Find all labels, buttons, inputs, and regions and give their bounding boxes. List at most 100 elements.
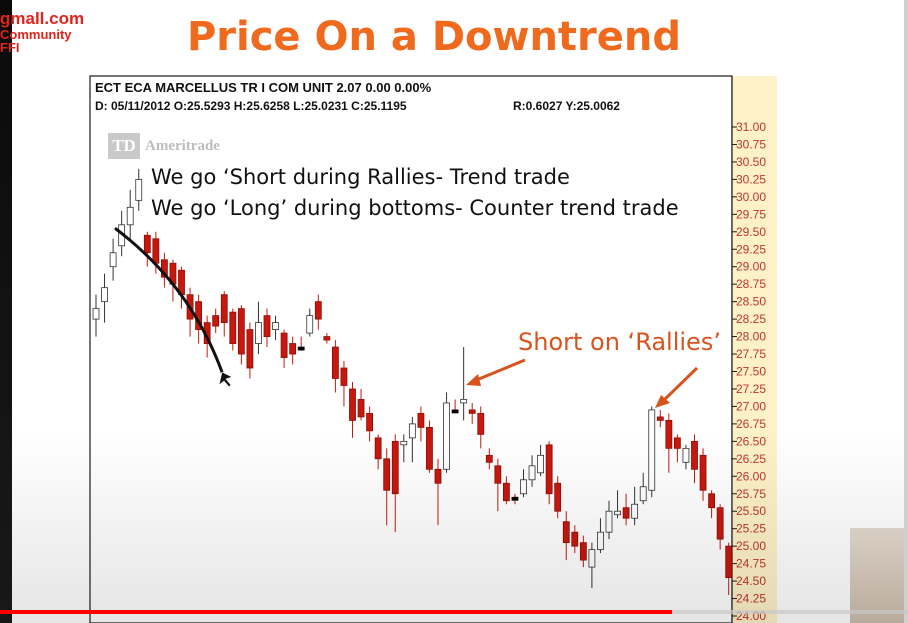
- candle: [314, 294, 322, 330]
- candle-body: [374, 437, 382, 460]
- watermark-line-2: Community: [0, 26, 72, 42]
- candle-body: [485, 454, 493, 463]
- candle: [716, 504, 724, 550]
- candle-body: [708, 493, 715, 509]
- candle-body: [306, 315, 314, 334]
- candle-body: [468, 409, 476, 414]
- candle: [656, 409, 664, 428]
- candle-body: [408, 423, 416, 439]
- candle-body: [502, 482, 510, 502]
- candle: [255, 301, 262, 355]
- y-tick-label: 26.75: [736, 417, 766, 431]
- candle: [331, 340, 339, 393]
- candle: [143, 231, 151, 267]
- candle-body: [588, 549, 596, 568]
- candle-body: [528, 465, 536, 481]
- candle-body: [597, 531, 604, 551]
- candle: [631, 486, 639, 526]
- candle: [648, 406, 656, 498]
- candle: [443, 392, 450, 473]
- candle: [639, 472, 647, 505]
- candle: [699, 448, 707, 501]
- candle-body: [417, 413, 425, 428]
- candle-body: [323, 336, 331, 341]
- candle-body: [289, 343, 297, 355]
- td-logo-icon: [108, 133, 140, 159]
- candle: [485, 448, 493, 470]
- candle: [605, 500, 613, 540]
- candle: [237, 305, 245, 365]
- candle: [101, 273, 108, 323]
- downtrend-sketch-line: [114, 227, 224, 374]
- candle-body: [511, 496, 519, 501]
- y-tick-label: 29.25: [736, 242, 766, 256]
- candle-body: [246, 329, 254, 369]
- candle: [460, 347, 468, 421]
- candle: [229, 308, 237, 351]
- candle-body: [622, 507, 630, 519]
- candle: [725, 542, 733, 596]
- candle: [528, 455, 536, 487]
- candle-body: [554, 482, 562, 512]
- candle: [674, 434, 681, 463]
- y-tick-label: 31.00: [736, 120, 766, 134]
- candle-body: [212, 315, 220, 327]
- chart-header-ohlc: D: 05/11/2012 O:25.5293 H:25.6258 L:25.0…: [95, 99, 407, 113]
- candle-body: [237, 308, 245, 355]
- candle-body: [639, 486, 647, 502]
- candle-body: [443, 402, 450, 470]
- candle: [297, 336, 305, 351]
- y-tick-label: 27.25: [736, 382, 766, 396]
- candle-body: [340, 367, 348, 386]
- candle-body: [229, 311, 237, 344]
- candle-body: [682, 447, 690, 463]
- channel-watermark: gmall.com Community FFI: [0, 10, 84, 55]
- y-tick-label: 27.50: [736, 365, 766, 379]
- candle: [340, 361, 348, 407]
- y-tick-label: 28.50: [736, 295, 766, 309]
- note-line-2: We go ‘Long’ during bottoms- Counter tre…: [151, 196, 679, 220]
- candle: [588, 542, 596, 589]
- y-tick-label: 25.25: [736, 522, 766, 536]
- candle-body: [135, 178, 143, 201]
- y-tick-label: 29.75: [736, 207, 766, 221]
- candle: [306, 308, 314, 337]
- candle: [366, 406, 374, 442]
- candle: [597, 518, 604, 554]
- y-tick-label: 25.75: [736, 487, 766, 501]
- callout-arrows: [466, 358, 699, 408]
- candle: [562, 511, 570, 561]
- candle-body: [562, 521, 570, 544]
- candle-body: [545, 444, 553, 495]
- video-progress-bar[interactable]: [0, 610, 908, 614]
- candlestick-series: [92, 168, 733, 596]
- y-tick-label: 25.50: [736, 504, 766, 518]
- candle: [708, 490, 715, 519]
- candle: [691, 434, 698, 484]
- y-tick-label: 24.75: [736, 557, 766, 571]
- candle-body: [92, 308, 100, 320]
- y-tick-label: 26.50: [736, 434, 766, 448]
- callout-arrow-1-head: [466, 374, 481, 386]
- candle-body: [383, 458, 391, 491]
- candle: [263, 308, 271, 348]
- presenter-thumbnail: [850, 528, 908, 623]
- y-tick-label: 24.25: [736, 592, 766, 606]
- candle-body: [537, 454, 544, 474]
- candle-body: [605, 510, 613, 533]
- candle-body: [579, 542, 587, 561]
- video-progress-fill: [0, 610, 672, 614]
- chart-header-range: R:0.6027 Y:25.0062: [513, 99, 620, 113]
- candle-body: [349, 388, 356, 421]
- price-axis-ticks: 31.00 30.75 30.50 30.25 30.00 29.75 29.50 29.25…: [732, 120, 766, 623]
- candle: [520, 469, 527, 498]
- candle-body: [656, 416, 664, 421]
- candle-body: [331, 346, 339, 379]
- candle-body: [366, 413, 374, 432]
- candle: [434, 458, 442, 526]
- candle: [126, 189, 134, 239]
- candle: [289, 336, 297, 365]
- candle-body: [280, 332, 288, 358]
- candle-body: [477, 413, 485, 435]
- candle: [579, 535, 587, 568]
